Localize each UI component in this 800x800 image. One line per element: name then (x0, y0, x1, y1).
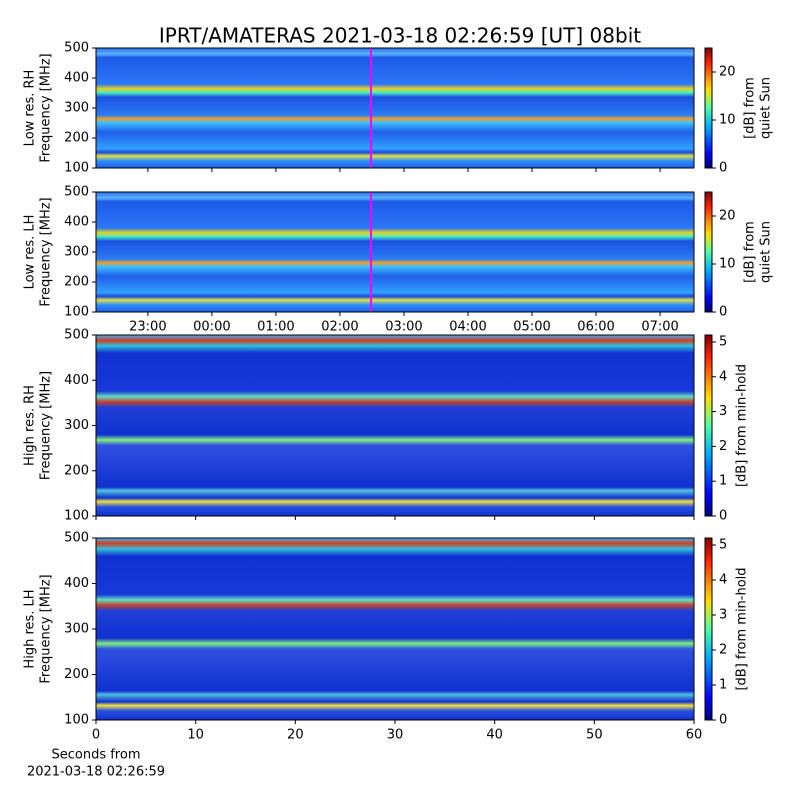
y-tick-label: 200 (64, 463, 89, 478)
y-tick-label: 200 (64, 131, 89, 146)
y-tick-label: 200 (64, 275, 89, 290)
y-tick-label: 500 (64, 185, 89, 200)
colorbar-label: [dB] from min-hold (735, 364, 750, 487)
y-axis-label: High res. RH (23, 385, 38, 466)
y-tick-label: 400 (64, 71, 89, 86)
y-tick-label: 500 (64, 531, 89, 546)
y-tick-label: 300 (64, 245, 89, 260)
colorbar-tick-label: 20 (719, 209, 736, 224)
x-axis-label: 2021-03-18 02:26:59 (27, 765, 165, 780)
colorbar-tick-label: 1 (719, 678, 727, 693)
x-tick-label: 00:00 (193, 320, 230, 335)
y-axis-label: Low res. RH (23, 70, 38, 147)
colorbar-label: quiet Sun (759, 77, 774, 139)
y-tick-label: 300 (64, 101, 89, 116)
spectrogram (96, 335, 694, 516)
colorbar-label: [dB] from (743, 221, 758, 283)
x-tick-label: 0 (92, 728, 100, 743)
colorbar-tick-label: 5 (719, 334, 727, 349)
y-tick-label: 300 (64, 622, 89, 637)
x-tick-label: 04:00 (449, 320, 486, 335)
x-tick-label: 03:00 (385, 320, 422, 335)
colorbar (704, 191, 713, 313)
x-tick-label: 07:00 (641, 320, 678, 335)
x-tick-label: 50 (586, 728, 603, 743)
colorbar-tick-label: 1 (719, 474, 727, 489)
colorbar-label: [dB] from min-hold (735, 567, 750, 690)
y-tick-label: 500 (64, 328, 89, 343)
spectrogram (96, 192, 694, 312)
x-tick-label: 10 (187, 728, 204, 743)
spectrogram (96, 48, 694, 168)
colorbar (704, 334, 713, 517)
x-tick-label: 02:00 (321, 320, 358, 335)
colorbar-tick-label: 3 (719, 404, 727, 419)
colorbar-tick-label: 10 (719, 113, 736, 128)
colorbar-tick-label: 0 (719, 305, 727, 320)
figure-title: IPRT/AMATERAS 2021-03-18 02:26:59 [UT] 0… (159, 24, 641, 48)
colorbar-tick-label: 4 (719, 573, 727, 588)
y-axis-label: Frequency [MHz] (39, 371, 54, 480)
y-axis-label: Frequency [MHz] (39, 53, 54, 162)
x-axis-label: Seconds from (51, 748, 140, 763)
y-axis-label: High res. LH (23, 589, 38, 668)
x-tick-label: 23:00 (129, 320, 166, 335)
x-tick-label: 20 (287, 728, 304, 743)
y-tick-label: 500 (64, 41, 89, 56)
x-tick-label: 30 (387, 728, 404, 743)
y-axis-label: Frequency [MHz] (39, 197, 54, 306)
x-tick-label: 60 (686, 728, 703, 743)
colorbar (704, 537, 713, 721)
y-tick-label: 400 (64, 576, 89, 591)
colorbar-tick-label: 20 (719, 65, 736, 80)
y-tick-label: 400 (64, 215, 89, 230)
spectrogram (96, 538, 694, 720)
y-tick-label: 300 (64, 418, 89, 433)
colorbar-tick-label: 2 (719, 439, 727, 454)
colorbar-tick-label: 10 (719, 257, 736, 272)
colorbar-tick-label: 2 (719, 643, 727, 658)
y-axis-label: Low res. LH (23, 215, 38, 290)
colorbar-label: [dB] from (743, 77, 758, 139)
colorbar-label: quiet Sun (759, 221, 774, 283)
y-tick-label: 100 (64, 161, 89, 176)
x-tick-label: 06:00 (577, 320, 614, 335)
y-tick-label: 400 (64, 373, 89, 388)
y-axis-label: Frequency [MHz] (39, 574, 54, 683)
colorbar (704, 47, 713, 169)
x-tick-label: 01:00 (257, 320, 294, 335)
y-tick-label: 200 (64, 667, 89, 682)
y-tick-label: 100 (64, 509, 89, 524)
x-tick-label: 05:00 (513, 320, 550, 335)
colorbar-tick-label: 0 (719, 713, 727, 728)
colorbar-tick-label: 0 (719, 509, 727, 524)
y-tick-label: 100 (64, 305, 89, 320)
y-tick-label: 100 (64, 713, 89, 728)
colorbar-tick-label: 4 (719, 369, 727, 384)
colorbar-tick-label: 5 (719, 538, 727, 553)
colorbar-tick-label: 3 (719, 608, 727, 623)
x-tick-label: 40 (486, 728, 503, 743)
colorbar-tick-label: 0 (719, 161, 727, 176)
